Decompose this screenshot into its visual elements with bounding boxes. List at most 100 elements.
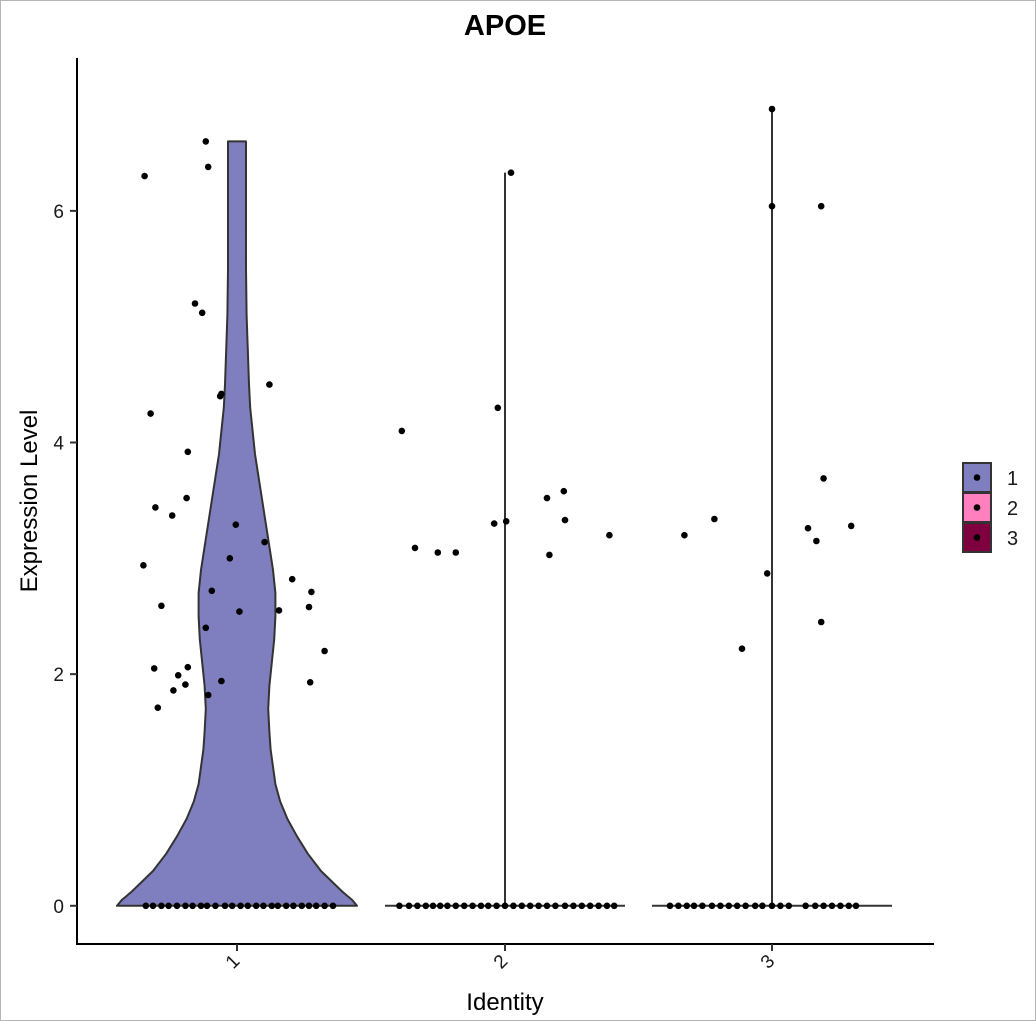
data-point [216, 392, 224, 400]
data-point [158, 902, 165, 910]
data-point [518, 902, 526, 910]
x-ticks: 1 2 3 [222, 944, 779, 973]
data-point [312, 902, 320, 910]
data-point [768, 105, 776, 113]
data-point [405, 902, 413, 910]
data-point [149, 902, 157, 910]
y-axis-title: Expression Level [16, 410, 43, 593]
data-point [204, 163, 212, 171]
data-point [288, 575, 296, 583]
data-point [501, 902, 509, 910]
data-point [452, 902, 460, 910]
y-tick-label: 2 [53, 665, 64, 686]
data-point [811, 902, 819, 910]
data-point [174, 672, 182, 679]
data-point [142, 902, 150, 910]
data-point [717, 902, 724, 910]
data-point [502, 518, 510, 525]
data-point [184, 663, 192, 671]
data-point [396, 902, 403, 910]
data-point [191, 300, 199, 307]
data-point [561, 902, 569, 910]
data-point [570, 902, 577, 910]
data-point [494, 404, 502, 412]
data-point [329, 902, 337, 910]
violin-layer [116, 108, 892, 907]
data-point [184, 448, 192, 456]
data-point [290, 902, 297, 910]
point-layer [140, 105, 860, 910]
data-point [777, 902, 784, 910]
data-point [203, 902, 211, 910]
data-point [507, 169, 515, 176]
data-point [708, 902, 716, 910]
data-point [306, 679, 314, 686]
x-tick-label: 2 [490, 951, 512, 973]
data-point [452, 549, 460, 556]
data-point [414, 902, 421, 910]
x-tick-label: 3 [757, 951, 779, 973]
data-point [444, 902, 451, 910]
data-point [168, 512, 176, 519]
data-point [543, 902, 551, 910]
data-point [699, 902, 706, 910]
data-point [847, 522, 855, 530]
data-point [543, 494, 551, 502]
data-point [535, 902, 542, 910]
chart-title: APOE [464, 10, 546, 42]
data-point [237, 902, 244, 910]
data-point [768, 902, 776, 910]
data-point [560, 487, 568, 495]
data-point [182, 681, 189, 688]
legend-key-point [973, 474, 981, 481]
data-point [165, 902, 172, 910]
data-point [197, 902, 205, 910]
data-point [282, 902, 290, 910]
data-point [228, 902, 236, 910]
data-point [218, 677, 225, 685]
data-point [813, 537, 820, 545]
data-point [266, 381, 273, 388]
data-point [182, 902, 189, 910]
data-point [785, 902, 793, 910]
y-ticks: 0 2 4 6 [53, 202, 77, 918]
data-point [603, 902, 611, 910]
data-point [212, 902, 219, 910]
x-axis-title: Identity [466, 989, 543, 1016]
data-point [398, 427, 406, 435]
legend-key-point [973, 504, 981, 511]
data-point [490, 520, 498, 527]
data-point [252, 902, 260, 910]
data-point [802, 902, 809, 910]
data-point [711, 515, 718, 523]
data-point [610, 902, 618, 910]
legend-label: 1 [1007, 468, 1018, 490]
data-point [768, 202, 776, 210]
data-point [152, 504, 159, 511]
y-tick-label: 0 [53, 897, 64, 918]
data-point [436, 902, 444, 910]
data-point [681, 531, 688, 539]
y-tick-label: 4 [53, 434, 64, 455]
data-point [260, 902, 267, 910]
x-tick-label: 1 [222, 951, 244, 973]
data-point [183, 494, 190, 502]
data-point [198, 309, 206, 317]
data-point [226, 555, 234, 562]
data-point [189, 902, 196, 910]
data-point [158, 602, 165, 610]
data-point [477, 902, 485, 910]
data-point [675, 902, 682, 910]
data-point [422, 902, 430, 910]
data-point [274, 902, 282, 910]
data-point [546, 551, 553, 559]
data-point [275, 607, 283, 614]
legend-key-point [973, 534, 981, 541]
legend: 1 2 3 [962, 462, 1018, 553]
data-point [845, 902, 853, 910]
data-point [321, 647, 328, 655]
data-point [586, 902, 594, 910]
data-point [733, 902, 741, 910]
data-point [141, 172, 148, 180]
